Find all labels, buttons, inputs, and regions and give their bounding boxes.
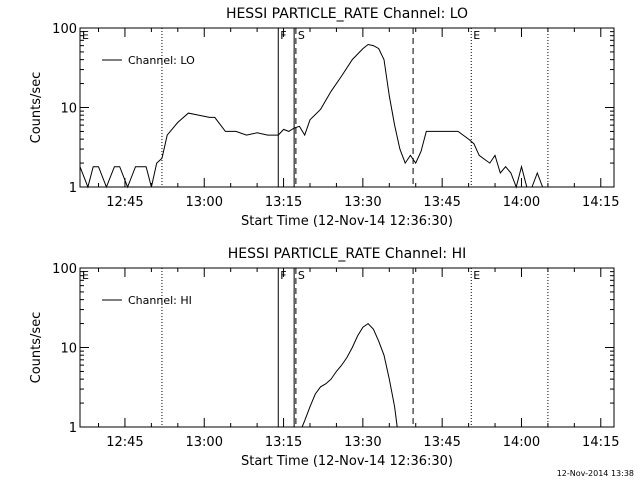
legend-label: Channel: LO <box>128 54 195 67</box>
event-marker-label: E <box>473 269 480 282</box>
x-tick-label: 13:00 <box>186 435 223 450</box>
plot-timestamp: 12-Nov-2014 13:38 <box>556 469 634 478</box>
event-marker-label: F <box>280 29 286 42</box>
x-tick-label: 12:45 <box>106 195 143 210</box>
plot-frame <box>79 27 615 188</box>
y-tick-label: 100 <box>52 22 77 37</box>
lo-channel-panel: HESSI PARTICLE_RATE Channel: LO 1 10 100 12:… <box>29 6 620 229</box>
legend-label: Channel: HI <box>128 294 192 307</box>
hi-channel-panel: HESSI PARTICLE_RATE Channel: HI 1 10 100 12:… <box>29 246 620 469</box>
x-tick-label: 12:45 <box>106 435 143 450</box>
y-axis-label: Counts/sec <box>29 72 44 144</box>
x-tick-label: 13:30 <box>344 435 381 450</box>
x-tick-label: 13:30 <box>344 195 381 210</box>
x-tick-label: 13:45 <box>423 435 460 450</box>
series-line <box>79 43 548 189</box>
x-axis-label: Start Time (12-Nov-14 12:36:30) <box>241 454 453 469</box>
event-marker-label: E <box>82 269 89 282</box>
y-tick-label: 10 <box>60 102 77 117</box>
x-tick-label: 13:15 <box>265 195 302 210</box>
x-axis-label: Start Time (12-Nov-14 12:36:30) <box>241 214 453 229</box>
y-tick-label: 1 <box>69 181 77 196</box>
y-axis-label: Counts/sec <box>29 312 44 384</box>
series-line <box>301 322 398 428</box>
x-tick-label: 14:00 <box>503 195 540 210</box>
plot-frame <box>79 267 615 428</box>
chart-title: HESSI PARTICLE_RATE Channel: LO <box>226 6 468 22</box>
event-marker-label: S <box>298 269 305 282</box>
x-tick-label: 13:15 <box>265 435 302 450</box>
event-marker-label: E <box>473 29 480 42</box>
event-marker-label: F <box>280 269 286 282</box>
y-tick-label: 1 <box>69 421 77 436</box>
x-tick-label: 14:00 <box>503 435 540 450</box>
y-tick-label: 10 <box>60 342 77 357</box>
x-tick-label: 14:15 <box>582 435 619 450</box>
event-marker-label: E <box>82 29 89 42</box>
chart-title: HESSI PARTICLE_RATE Channel: HI <box>228 246 466 262</box>
x-tick-label: 13:45 <box>423 195 460 210</box>
y-tick-label: 100 <box>52 262 77 277</box>
event-marker-label: S <box>298 29 305 42</box>
x-tick-label: 14:15 <box>582 195 619 210</box>
x-tick-label: 13:00 <box>186 195 223 210</box>
